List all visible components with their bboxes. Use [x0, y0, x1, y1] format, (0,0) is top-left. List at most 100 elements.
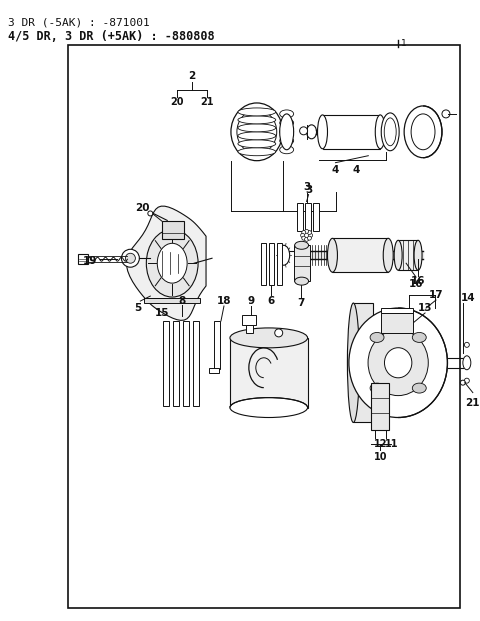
Ellipse shape — [318, 115, 327, 149]
Text: 16: 16 — [409, 279, 423, 289]
Polygon shape — [127, 206, 206, 320]
Bar — [162, 222, 184, 239]
Ellipse shape — [375, 115, 385, 149]
Ellipse shape — [442, 110, 450, 118]
Bar — [193, 321, 199, 406]
Bar — [230, 338, 308, 407]
Ellipse shape — [238, 148, 276, 156]
Ellipse shape — [146, 229, 198, 297]
Ellipse shape — [148, 211, 153, 216]
Ellipse shape — [280, 128, 294, 136]
Text: 17: 17 — [429, 290, 444, 300]
Text: 21: 21 — [200, 97, 214, 107]
Bar — [323, 115, 380, 149]
Text: 20: 20 — [170, 97, 184, 107]
Bar — [294, 245, 310, 281]
Text: 12: 12 — [373, 440, 387, 450]
Ellipse shape — [463, 356, 471, 369]
Ellipse shape — [349, 308, 447, 417]
Text: 4: 4 — [332, 165, 339, 175]
Bar — [297, 204, 302, 232]
Ellipse shape — [394, 240, 402, 270]
Ellipse shape — [280, 146, 294, 154]
Text: 9: 9 — [247, 296, 254, 306]
Ellipse shape — [464, 378, 469, 383]
Text: 14: 14 — [460, 293, 475, 303]
Bar — [144, 298, 200, 303]
Ellipse shape — [238, 108, 276, 116]
Ellipse shape — [280, 110, 294, 118]
Bar — [312, 204, 319, 232]
Ellipse shape — [370, 383, 384, 393]
Ellipse shape — [300, 233, 305, 237]
Text: 1: 1 — [401, 39, 407, 48]
Ellipse shape — [301, 230, 312, 240]
Ellipse shape — [327, 238, 337, 272]
Text: 18: 18 — [216, 296, 231, 306]
Ellipse shape — [295, 242, 309, 249]
Ellipse shape — [231, 103, 283, 161]
Polygon shape — [154, 247, 188, 279]
Bar — [183, 321, 189, 406]
Bar — [246, 325, 253, 333]
Bar — [242, 315, 256, 325]
Ellipse shape — [412, 332, 426, 342]
Bar — [333, 238, 388, 272]
Text: 10: 10 — [373, 452, 387, 462]
Text: 2: 2 — [189, 71, 196, 81]
Text: 4: 4 — [353, 165, 360, 175]
Ellipse shape — [464, 342, 469, 347]
Ellipse shape — [230, 397, 308, 417]
Ellipse shape — [414, 240, 422, 270]
Text: 8: 8 — [179, 296, 186, 306]
Text: 6: 6 — [267, 296, 275, 306]
Ellipse shape — [305, 229, 309, 233]
Ellipse shape — [238, 124, 276, 132]
Bar — [381, 308, 413, 313]
Ellipse shape — [384, 118, 396, 146]
Bar — [209, 368, 219, 373]
Ellipse shape — [238, 116, 276, 124]
Ellipse shape — [348, 303, 360, 422]
Text: 20: 20 — [135, 204, 150, 214]
Ellipse shape — [238, 132, 276, 140]
Ellipse shape — [302, 230, 306, 235]
Text: 21: 21 — [466, 397, 480, 407]
Text: 3 DR (-5AK) : -871001: 3 DR (-5AK) : -871001 — [8, 17, 150, 27]
Ellipse shape — [278, 245, 289, 265]
Ellipse shape — [280, 114, 294, 150]
Bar — [173, 321, 179, 406]
Ellipse shape — [302, 236, 306, 240]
Ellipse shape — [305, 237, 309, 242]
Bar — [398, 240, 418, 270]
Bar — [214, 321, 220, 369]
Ellipse shape — [280, 137, 294, 145]
Bar — [277, 243, 282, 285]
Ellipse shape — [411, 114, 435, 150]
Text: 4/5 DR, 3 DR (+5AK) : -880808: 4/5 DR, 3 DR (+5AK) : -880808 — [8, 30, 215, 43]
Ellipse shape — [368, 330, 428, 396]
Bar — [269, 243, 274, 285]
Ellipse shape — [230, 328, 308, 348]
Ellipse shape — [275, 329, 283, 337]
Bar — [68, 45, 460, 607]
Ellipse shape — [384, 348, 412, 378]
Ellipse shape — [157, 243, 187, 283]
Text: 3: 3 — [305, 184, 312, 194]
Ellipse shape — [300, 127, 308, 135]
Ellipse shape — [309, 233, 312, 237]
Bar — [163, 321, 169, 406]
Ellipse shape — [460, 380, 465, 385]
Bar — [381, 313, 413, 333]
Bar — [372, 383, 389, 430]
Ellipse shape — [307, 125, 316, 138]
Text: 3: 3 — [303, 181, 310, 191]
Ellipse shape — [125, 253, 135, 263]
Ellipse shape — [383, 238, 393, 272]
Ellipse shape — [412, 383, 426, 393]
Text: 11: 11 — [384, 440, 398, 450]
Ellipse shape — [295, 277, 309, 285]
Ellipse shape — [370, 332, 384, 342]
Text: 19: 19 — [83, 256, 97, 266]
Ellipse shape — [307, 230, 312, 235]
